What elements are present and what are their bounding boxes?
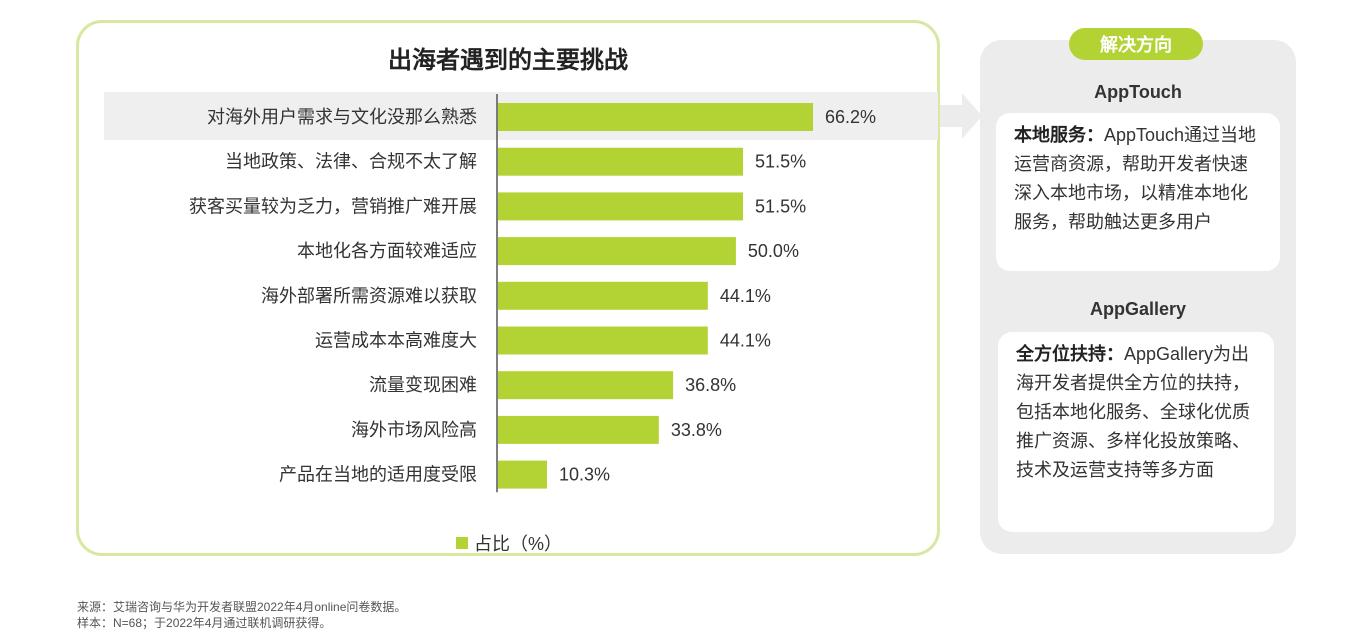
category-label: 当地政策、法律、合规不太了解 (225, 152, 477, 172)
bar (498, 281, 708, 310)
bar (498, 147, 744, 176)
category-label: 运营成本本高难度大 (315, 331, 477, 351)
bar (498, 103, 813, 131)
apptouch-heading: AppTouch (1094, 82, 1182, 102)
appgallery-lead: 全方位扶持： (1016, 344, 1124, 364)
category-label: 对海外用户需求与文化没那么熟悉 (207, 107, 477, 127)
bar-chart: 对海外用户需求与文化没那么熟悉 66.2% 当地政策、法律、合规不太了解 51.5% 获… (189, 94, 876, 493)
bar (498, 460, 548, 489)
solution-badge: 解决方向 (1069, 28, 1203, 60)
appgallery-body: AppGallery为出海开发者提供全方位的扶持，包括本地化服务、全球化优质推广… (1016, 344, 1250, 480)
legend-swatch (456, 537, 468, 549)
value-label: 66.2% (825, 107, 876, 127)
value-label: 36.8% (685, 375, 736, 395)
arrow-right-icon (940, 93, 982, 139)
footer-sample: 样本：N=68；于2022年4月通过联机调研获得。 (77, 616, 332, 630)
footer-source: 来源：艾瑞咨询与华为开发者联盟2022年4月online问卷数据。 (77, 600, 407, 614)
value-label: 51.5% (755, 152, 806, 172)
category-label: 流量变现困难 (369, 375, 477, 395)
category-label: 海外市场风险高 (351, 420, 477, 440)
bar (498, 192, 744, 221)
value-label: 51.5% (755, 196, 806, 216)
value-label: 33.8% (671, 420, 722, 440)
chart-title: 出海者遇到的主要挑战 (388, 47, 628, 74)
bar (498, 415, 659, 444)
appgallery-heading: AppGallery (1089, 299, 1187, 319)
appgallery-card: 全方位扶持：AppGallery为出海开发者提供全方位的扶持，包括本地化服务、全… (998, 332, 1274, 532)
category-label: 本地化各方面较难适应 (297, 241, 477, 261)
category-label: 产品在当地的适用度受限 (279, 465, 477, 485)
apptouch-card: 本地服务：AppTouch通过当地运营商资源，帮助开发者快速深入本地市场，以精准… (996, 113, 1280, 271)
apptouch-body: AppTouch通过当地运营商资源，帮助开发者快速深入本地市场，以精准本地化服务… (1014, 125, 1257, 232)
bar (498, 237, 736, 266)
bar (498, 371, 674, 400)
value-label: 44.1% (720, 286, 771, 306)
value-label: 50.0% (748, 241, 799, 261)
legend-label: 占比（%） (474, 534, 563, 554)
value-label: 44.1% (720, 331, 771, 351)
bar (498, 326, 708, 355)
value-label: 10.3% (559, 465, 610, 485)
category-label: 获客买量较为乏力，营销推广难开展 (189, 196, 477, 216)
legend: 占比（%） (456, 530, 562, 556)
apptouch-lead: 本地服务： (1014, 125, 1104, 145)
category-label: 海外部署所需资源难以获取 (261, 286, 477, 306)
